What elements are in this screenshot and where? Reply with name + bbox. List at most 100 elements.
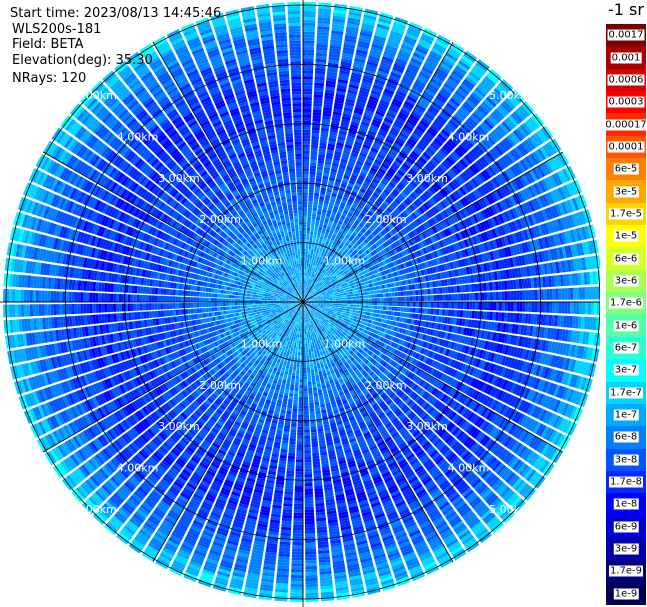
- range-gate: [519, 217, 526, 229]
- range-gate: [303, 296, 305, 300]
- range-gate: [430, 217, 437, 226]
- range-gate: [429, 50, 442, 59]
- range-gate: [474, 64, 487, 75]
- range-gate: [429, 267, 434, 274]
- range-gate: [405, 121, 415, 130]
- range-gate: [551, 173, 560, 187]
- range-gate: [327, 284, 332, 287]
- range-gate: [321, 252, 325, 256]
- range-gate: [483, 282, 487, 291]
- range-gate: [417, 196, 425, 204]
- range-gate: [380, 271, 385, 276]
- range-gate: [303, 43, 315, 47]
- range-gate: [431, 171, 439, 180]
- range-gate: [370, 251, 375, 257]
- range-gate: [303, 85, 313, 89]
- range-gate: [333, 153, 341, 159]
- range-gate: [530, 277, 535, 288]
- range-gate: [442, 145, 451, 154]
- range-gate: [322, 175, 329, 180]
- range-gate: [375, 247, 380, 253]
- range-gate: [425, 110, 436, 119]
- range-gate: [306, 242, 309, 246]
- range-gate: [432, 195, 440, 204]
- range-gate: [313, 274, 317, 279]
- range-gate: [430, 78, 442, 87]
- range-gate: [356, 257, 361, 262]
- range-gate: [338, 268, 342, 272]
- range-gate: [356, 283, 361, 287]
- range-gate: [426, 176, 435, 184]
- range-gate: [370, 90, 381, 97]
- range-gate: [373, 81, 385, 88]
- range-gate: [457, 160, 466, 170]
- range-gate: [558, 203, 565, 216]
- range-gate: [386, 82, 397, 90]
- range-gate: [565, 215, 573, 229]
- range-gate: [429, 80, 441, 90]
- range-gate: [474, 311, 478, 319]
- range-gate: [305, 298, 308, 301]
- range-gate: [391, 311, 395, 316]
- range-gate: [315, 183, 321, 188]
- range-gate: [326, 213, 331, 217]
- range-gate: [303, 16, 316, 21]
- range-gate: [305, 299, 309, 302]
- range-gate: [338, 230, 343, 235]
- range-gate: [340, 225, 346, 230]
- range-gate: [321, 285, 325, 288]
- range-gate: [411, 55, 424, 63]
- range-gate: [403, 145, 412, 153]
- range-gate: [368, 280, 372, 284]
- range-gate: [500, 259, 506, 269]
- range-gate: [455, 233, 461, 241]
- range-gate: [398, 245, 404, 252]
- range-gate: [457, 211, 464, 220]
- range-gate: [359, 126, 368, 133]
- range-gate: [306, 269, 308, 273]
- range-gate: [503, 280, 508, 290]
- range-gate: [420, 96, 431, 105]
- range-gate: [388, 106, 399, 114]
- range-gate: [574, 180, 583, 194]
- range-gate: [403, 38, 416, 46]
- range-gate: [388, 167, 397, 174]
- range-gate: [305, 260, 307, 264]
- range-gate: [380, 222, 387, 228]
- range-gate: [314, 286, 318, 290]
- range-gate: [366, 104, 376, 110]
- range-gate: [320, 245, 324, 250]
- range-gate: [320, 279, 324, 283]
- range-gate: [309, 294, 313, 297]
- range-gate: [356, 217, 362, 223]
- range-gate: [303, 135, 311, 139]
- range-gate: [558, 302, 562, 314]
- range-gate: [400, 291, 404, 296]
- range-gate: [400, 108, 410, 116]
- range-gate: [341, 199, 347, 204]
- range-gate: [314, 73, 325, 78]
- range-gate: [321, 262, 325, 266]
- range-gate: [415, 227, 421, 235]
- range-gate: [382, 260, 387, 265]
- range-gate: [489, 179, 498, 189]
- range-gate: [373, 236, 379, 242]
- range-gate: [369, 49, 382, 56]
- range-gate: [482, 273, 486, 282]
- range-gate: [387, 245, 393, 251]
- range-gate: [323, 104, 333, 109]
- range-gate: [373, 294, 378, 298]
- range-gate: [324, 257, 328, 261]
- range-gate: [584, 256, 590, 270]
- range-gate: [506, 235, 512, 245]
- range-gate: [569, 229, 576, 243]
- range-gate: [303, 159, 310, 163]
- range-gate: [452, 252, 458, 260]
- range-gate: [317, 290, 321, 293]
- range-gate: [390, 30, 403, 38]
- range-gate: [434, 224, 440, 233]
- range-gate: [464, 169, 473, 179]
- range-gate: [336, 266, 341, 270]
- range-gate: [353, 296, 357, 299]
- range-gate: [510, 302, 514, 312]
